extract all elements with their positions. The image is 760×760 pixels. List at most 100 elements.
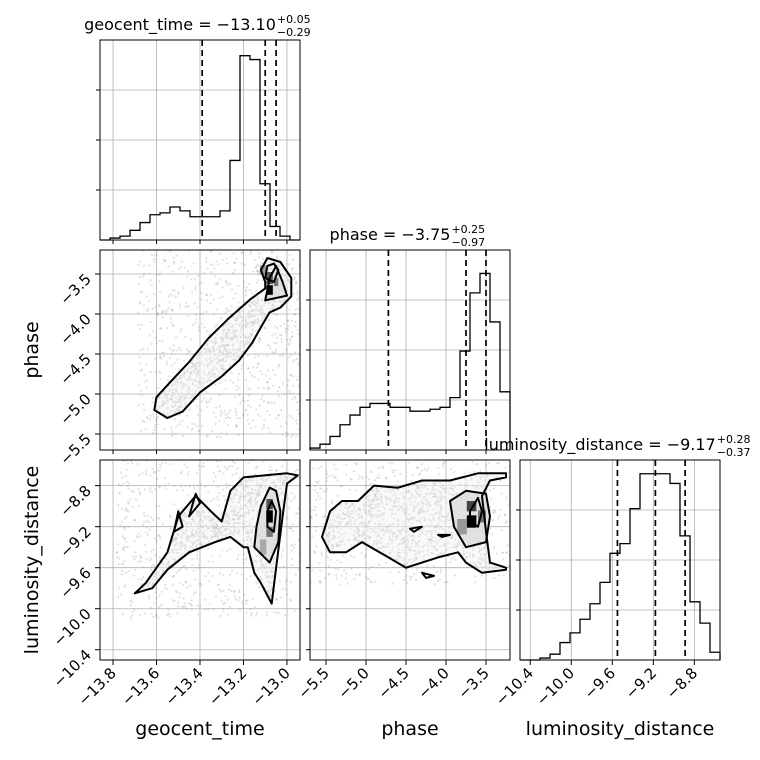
contour-line — [266, 500, 278, 533]
y-axis-label-luminosity_distance: luminosity_distance — [21, 466, 43, 655]
scatter-panel-geocent_time-luminosity_distance — [99, 458, 301, 661]
scatter-point — [177, 605, 180, 608]
scatter-point — [145, 558, 148, 561]
scatter-point — [158, 485, 162, 488]
scatter-point — [391, 582, 394, 585]
scatter-point — [377, 563, 380, 567]
scatter-point — [263, 418, 266, 422]
scatter-point — [117, 563, 120, 566]
scatter-point — [211, 574, 214, 578]
scatter-point — [184, 580, 187, 584]
scatter-point — [151, 400, 154, 404]
scatter-point — [263, 326, 266, 329]
scatter-point — [177, 267, 180, 271]
scatter-point — [138, 302, 141, 305]
scatter-point — [131, 592, 134, 595]
scatter-point — [158, 305, 161, 308]
scatter-point — [255, 281, 258, 284]
scatter-point — [177, 569, 180, 573]
scatter-point — [182, 605, 185, 608]
scatter-point — [397, 570, 400, 574]
scatter-point — [297, 412, 300, 415]
scatter-point — [136, 462, 139, 466]
scatter-point — [237, 284, 240, 288]
scatter-point — [292, 292, 295, 295]
scatter-point — [319, 581, 322, 584]
scatter-point — [223, 420, 226, 423]
scatter-point — [381, 467, 384, 470]
scatter-point — [143, 612, 146, 615]
scatter-point — [259, 339, 262, 342]
scatter-point — [178, 592, 181, 595]
scatter-point — [268, 345, 271, 348]
scatter-point — [216, 282, 219, 285]
scatter-point — [262, 387, 266, 390]
scatter-point — [192, 484, 195, 487]
scatter-point — [258, 256, 261, 259]
scatter-point — [205, 293, 208, 297]
scatter-point — [207, 608, 210, 611]
scatter-point — [152, 260, 156, 263]
scatter-point — [202, 465, 206, 468]
scatter-point — [358, 474, 361, 477]
scatter-panel-geocent_time-phase — [99, 249, 301, 451]
scatter-point — [139, 560, 142, 563]
scatter-point — [232, 271, 235, 275]
scatter-point — [325, 480, 328, 483]
scatter-point — [235, 425, 239, 428]
scatter-point — [153, 488, 156, 491]
scatter-point — [240, 364, 243, 367]
scatter-point — [155, 615, 158, 618]
scatter-point — [496, 461, 499, 464]
scatter-point — [124, 517, 127, 520]
scatter-point — [268, 431, 271, 434]
scatter-point — [237, 433, 240, 437]
scatter-point — [161, 311, 164, 314]
scatter-point — [226, 284, 229, 287]
scatter-point — [142, 304, 145, 307]
scatter-point — [205, 293, 208, 296]
scatter-point — [159, 356, 162, 359]
scatter-point — [138, 493, 142, 496]
scatter-point — [176, 358, 179, 361]
scatter-point — [490, 497, 493, 500]
scatter-point — [200, 312, 203, 315]
scatter-point — [235, 389, 238, 392]
scatter-point — [441, 463, 444, 466]
scatter-point — [153, 470, 157, 474]
scatter-point — [159, 463, 162, 466]
scatter-point — [291, 434, 294, 437]
scatter-point — [291, 544, 294, 547]
scatter-point — [497, 462, 500, 465]
scatter-point — [249, 575, 252, 578]
scatter-point — [285, 517, 288, 520]
scatter-point — [218, 393, 221, 397]
scatter-point — [121, 535, 124, 538]
scatter-point — [399, 472, 402, 476]
scatter-point — [284, 588, 287, 591]
scatter-point — [452, 556, 455, 559]
scatter-point — [172, 348, 175, 352]
scatter-point — [158, 270, 162, 274]
scatter-point — [294, 308, 297, 311]
scatter-point — [156, 423, 159, 426]
scatter-point — [125, 468, 128, 472]
scatter-point — [153, 565, 157, 568]
scatter-point — [334, 476, 337, 479]
scatter-point — [123, 537, 126, 541]
scatter-point — [115, 551, 118, 554]
scatter-point — [494, 509, 497, 512]
scatter-point — [218, 469, 221, 472]
scatter-point — [184, 484, 187, 487]
scatter-point — [190, 603, 193, 606]
scatter-point — [489, 527, 492, 530]
scatter-point — [174, 295, 177, 298]
scatter-point — [244, 378, 248, 381]
scatter-point — [287, 263, 290, 266]
scatter-point — [182, 434, 185, 438]
scatter-point — [157, 469, 160, 472]
scatter-point — [218, 419, 221, 422]
scatter-point — [492, 487, 495, 490]
scatter-point — [178, 306, 181, 309]
scatter-point — [293, 546, 296, 549]
